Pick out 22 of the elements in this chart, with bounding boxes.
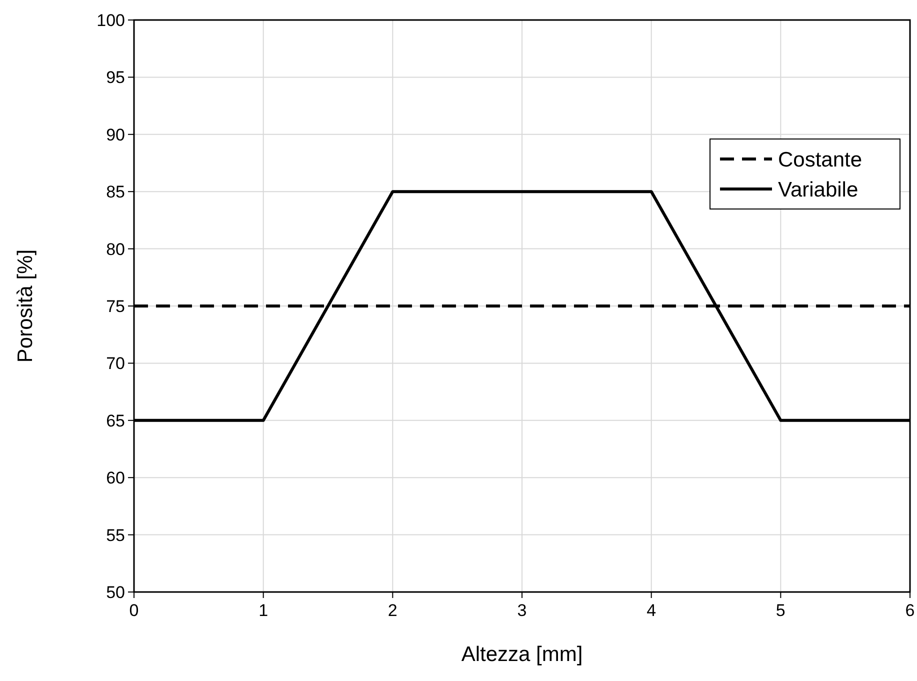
y-tick-label: 95 <box>106 68 125 88</box>
y-tick-label: 90 <box>106 125 125 144</box>
legend-label: Costante <box>778 148 862 172</box>
y-tick-label: 80 <box>106 240 125 259</box>
y-tick-label: 65 <box>106 411 125 430</box>
y-tick-label: 50 <box>106 582 125 602</box>
legend-label: Variabile <box>778 178 858 202</box>
x-tick-label: 1 <box>258 601 268 620</box>
y-tick-label: 55 <box>106 526 125 545</box>
y-tick-label: 60 <box>106 468 125 488</box>
x-tick-label: 5 <box>776 601 786 620</box>
y-tick-label: 70 <box>106 354 125 374</box>
x-tick-label: 3 <box>517 601 527 620</box>
x-tick-label: 2 <box>388 601 398 620</box>
x-tick-label: 0 <box>129 601 139 620</box>
y-tick-label: 85 <box>106 182 125 202</box>
y-tick-label: 100 <box>96 10 125 30</box>
y-tick-label: 75 <box>106 296 125 316</box>
y-axis-title: Porosità [%] <box>14 249 37 363</box>
x-tick-label: 6 <box>905 601 915 620</box>
x-tick-label: 4 <box>646 601 656 620</box>
x-axis-title: Altezza [mm] <box>461 643 583 666</box>
